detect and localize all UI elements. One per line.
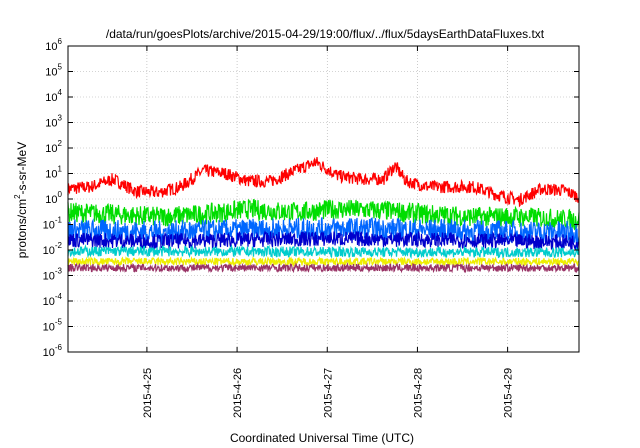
- ticks: [68, 45, 579, 353]
- x-tick-label: 2015-4-26: [232, 368, 244, 418]
- series-line-5: [67, 255, 580, 268]
- y-axis-label-rest: -s-sr-MeV: [15, 142, 29, 195]
- series-line-6: [67, 261, 580, 274]
- y-tick-label: 10-6: [43, 343, 63, 359]
- y-tick-label: 105: [45, 63, 62, 79]
- y-axis-label-base: protons/cm: [15, 199, 29, 258]
- x-tick-label: 2015-4-28: [412, 368, 424, 418]
- series-layer: [67, 157, 580, 274]
- series-line-0: [67, 157, 580, 208]
- y-tick-label: 106: [45, 37, 62, 53]
- y-tick-label: 104: [45, 88, 62, 104]
- y-tick-label: 100: [45, 190, 62, 206]
- y-tick-label: 10-4: [43, 292, 63, 308]
- y-axis-label-sup: 2: [13, 194, 22, 199]
- y-tick-label: 103: [45, 114, 62, 130]
- y-tick-label: 10-2: [43, 241, 63, 257]
- series-line-1: [67, 198, 580, 231]
- series-line-3: [67, 230, 580, 251]
- y-tick-label: 10-5: [43, 318, 63, 334]
- chart-title: /data/run/goesPlots/archive/2015-04-29/1…: [106, 27, 545, 41]
- y-tick-label: 10-3: [43, 267, 63, 283]
- x-tick-label: 2015-4-29: [503, 368, 515, 418]
- y-tick-label: 101: [45, 165, 62, 181]
- y-tick-label: 10-1: [43, 216, 63, 232]
- y-axis-label: protons/cm2-s-sr-MeV: [13, 142, 29, 258]
- x-axis-label: Coordinated Universal Time (UTC): [230, 431, 414, 445]
- x-tick-labels: 2015-4-25 2015-4-26 2015-4-27 2015-4-28 2015…: [142, 368, 515, 418]
- grid: [68, 46, 579, 352]
- x-tick-label: 2015-4-25: [142, 368, 154, 418]
- x-tick-label: 2015-4-27: [322, 368, 334, 418]
- series-line-4: [67, 244, 580, 260]
- y-tick-labels: 106 105 104 103 102 101 100 10-1 10-2 10-3 10-4 10-…: [43, 37, 63, 359]
- y-tick-label: 102: [45, 139, 62, 155]
